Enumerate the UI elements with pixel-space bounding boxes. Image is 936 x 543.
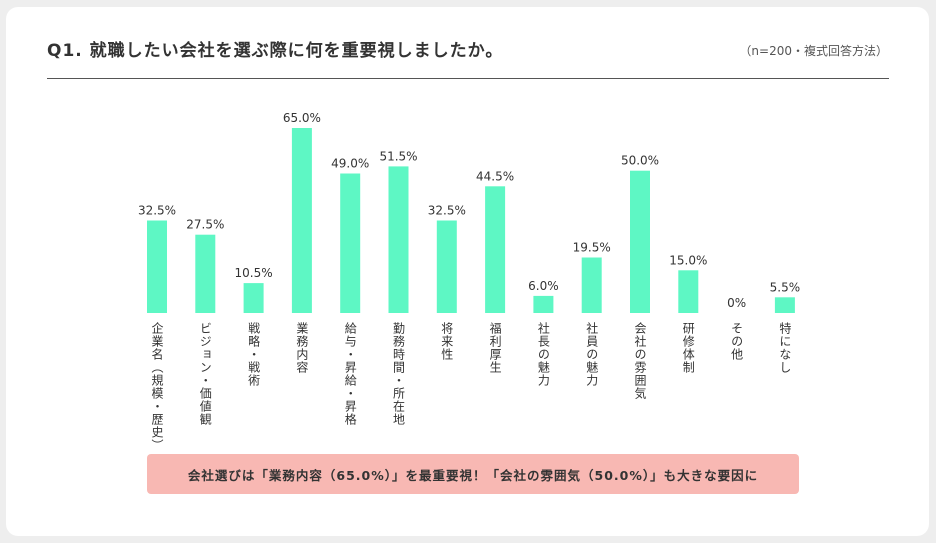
category-label-9: 社長の魅力 <box>536 322 551 387</box>
value-label-8: 44.5% <box>476 169 514 183</box>
bar-11 <box>630 170 650 313</box>
value-label-1: 32.5% <box>138 204 176 218</box>
value-label-14: 5.5% <box>770 280 801 294</box>
bar-5 <box>340 173 361 313</box>
category-label-14: 特になし <box>777 322 792 374</box>
value-label-5: 49.0% <box>331 157 369 171</box>
bar-7 <box>436 220 457 313</box>
summary-callout-text: 会社選びは「業務内容（65.0%）」を最重要視！「会社の雰囲気（50.0%）」も… <box>187 467 759 483</box>
category-label-11: 会社の雰囲気 <box>633 322 647 400</box>
category-label-7: 将来性 <box>439 322 454 361</box>
value-label-6: 51.5% <box>379 149 417 163</box>
value-label-13: 0% <box>727 296 746 310</box>
bar-14 <box>774 297 795 313</box>
summary-callout: 会社選びは「業務内容（65.0%）」を最重要視！「会社の雰囲気（50.0%）」も… <box>147 454 799 494</box>
bar-2 <box>195 234 216 313</box>
page-title: Q1. 就職したい会社を選ぶ際に何を重要視しましたか。 <box>47 41 504 61</box>
title-divider <box>47 78 889 79</box>
category-label-8: 福利厚生 <box>488 322 503 374</box>
category-label-3: 戦略・戦術 <box>246 322 261 387</box>
value-label-10: 19.5% <box>573 241 611 255</box>
bar-12 <box>678 270 699 313</box>
bar-4 <box>291 128 312 313</box>
value-label-4: 65.0% <box>283 111 321 125</box>
value-label-11: 50.0% <box>621 154 659 168</box>
bar-9 <box>533 295 554 313</box>
category-label-13: その他 <box>729 322 744 361</box>
category-label-10: 社員の魅力 <box>584 322 599 387</box>
value-label-3: 10.5% <box>235 266 273 280</box>
value-label-7: 32.5% <box>428 204 466 218</box>
category-label-12: 研修体制 <box>681 322 696 374</box>
bar-3 <box>243 283 264 313</box>
value-label-2: 27.5% <box>186 218 224 232</box>
sample-note: （n=200・複式回答方法） <box>739 44 888 58</box>
category-label-6: 勤務時間・所在地 <box>391 322 406 426</box>
category-label-4: 業務内容 <box>294 322 309 374</box>
bar-8 <box>485 186 506 313</box>
value-label-9: 6.0% <box>528 279 559 293</box>
category-label-5: 給与・昇給・昇格 <box>343 322 358 426</box>
category-label-1: 企業名（規模・歴史） <box>150 322 164 452</box>
bar-10 <box>581 257 602 313</box>
category-label-2: ビジョン・価値観 <box>198 322 213 426</box>
value-label-12: 15.0% <box>669 253 707 267</box>
bar-1 <box>147 220 167 313</box>
bar-6 <box>388 166 409 313</box>
